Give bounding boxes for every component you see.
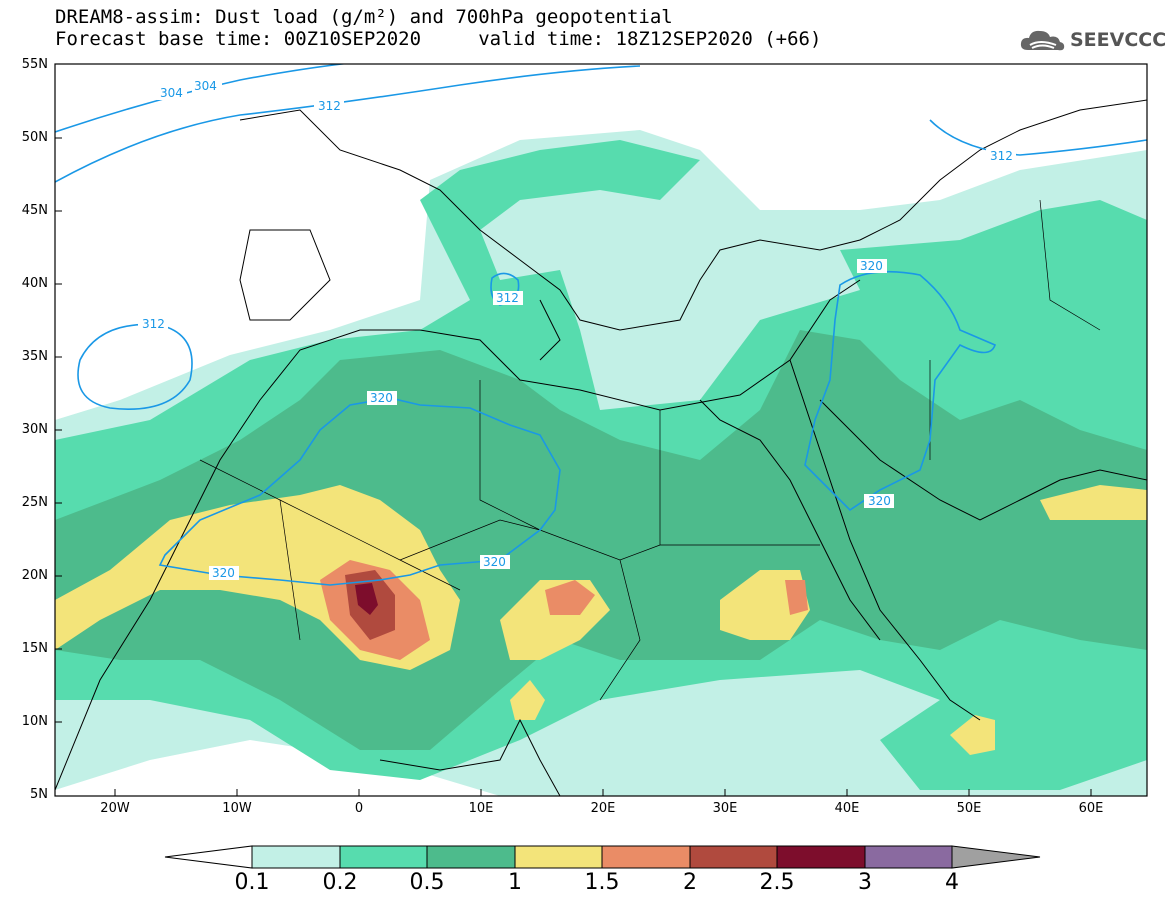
- dust-region-orange-chad: [545, 580, 595, 615]
- contour-label: 320: [868, 494, 891, 508]
- contour-label: 320: [860, 259, 883, 273]
- lat-label: 25N: [21, 495, 48, 510]
- contour-label: 312: [142, 317, 165, 331]
- dust-region-orange-sudan: [785, 580, 808, 615]
- dust-region-yellow-somalia: [950, 715, 995, 755]
- contour-label: 320: [212, 566, 235, 580]
- colorbar-tick-label: 0.1: [234, 870, 270, 895]
- contour-320-arabia: [804, 270, 996, 512]
- contour-label: 312: [990, 149, 1013, 163]
- contour-label: 304: [160, 86, 183, 100]
- lon-label: 60E: [1078, 801, 1104, 816]
- lat-label: 15N: [21, 641, 48, 656]
- dust-region-yellow-gulf: [1040, 485, 1147, 520]
- lon-label: 50E: [956, 801, 982, 816]
- lon-label: 0: [354, 801, 364, 816]
- title-line-2: Forecast base time: 00Z10SEP2020 valid t…: [55, 28, 822, 50]
- lon-label: 10W: [222, 801, 252, 816]
- seevccc-logo: SEEVCCC: [1018, 26, 1165, 58]
- contour-label: 312: [496, 291, 519, 305]
- lon-label: 40E: [834, 801, 860, 816]
- lon-label: 20E: [590, 801, 616, 816]
- colorbar-tick-label: 0.2: [322, 870, 358, 895]
- chart-title: DREAM8-assim: Dust load (g/m²) and 700hP…: [55, 6, 821, 50]
- colorbar-tick-label: 4: [945, 870, 959, 895]
- lon-label: 30E: [712, 801, 738, 816]
- logo-text: SEEVCCC: [1070, 29, 1165, 51]
- lat-label: 35N: [21, 349, 48, 364]
- contour-label: 312: [318, 99, 341, 113]
- lat-label: 55N: [21, 57, 48, 72]
- colorbar-tick-label: 1: [508, 870, 522, 895]
- lon-label: 20W: [100, 801, 130, 816]
- axis-ticks: [55, 137, 1092, 796]
- contour-label-group: 304 304 312 312 312 312 320 320 320 320 …: [138, 79, 1016, 580]
- colorbar-tick-label: 0.5: [409, 870, 445, 895]
- colorbar-tick-label: 3: [858, 870, 872, 895]
- title-line-1: DREAM8-assim: Dust load (g/m²) and 700hP…: [55, 6, 673, 28]
- lat-label: 45N: [21, 203, 48, 218]
- lat-label: 5N: [30, 787, 48, 802]
- lat-label: 40N: [21, 276, 48, 291]
- lon-label: 10E: [468, 801, 494, 816]
- lat-label: 50N: [21, 130, 48, 145]
- contour-label: 320: [370, 391, 393, 405]
- contour-312-east: [929, 119, 1147, 156]
- coastlines: [55, 99, 1147, 796]
- dust-region-medium-green: [55, 330, 1147, 750]
- colorbar-tick-label: 2: [683, 870, 697, 895]
- contour-312-atlantic: [77, 323, 193, 410]
- dust-region-darkred: [355, 583, 378, 615]
- dust-region-yellow-cameroon: [510, 680, 545, 720]
- lat-label: 10N: [21, 714, 48, 729]
- cloud-icon: [1020, 30, 1065, 51]
- colorbar-tick-label: 1.5: [584, 870, 620, 895]
- contour-320-sahara: [158, 397, 561, 586]
- lat-label: 20N: [21, 568, 48, 583]
- contour-label: 304: [194, 79, 217, 93]
- colorbar-tick-label: 2.5: [759, 870, 795, 895]
- contour-label: 320: [483, 555, 506, 569]
- lat-label: 30N: [21, 422, 48, 437]
